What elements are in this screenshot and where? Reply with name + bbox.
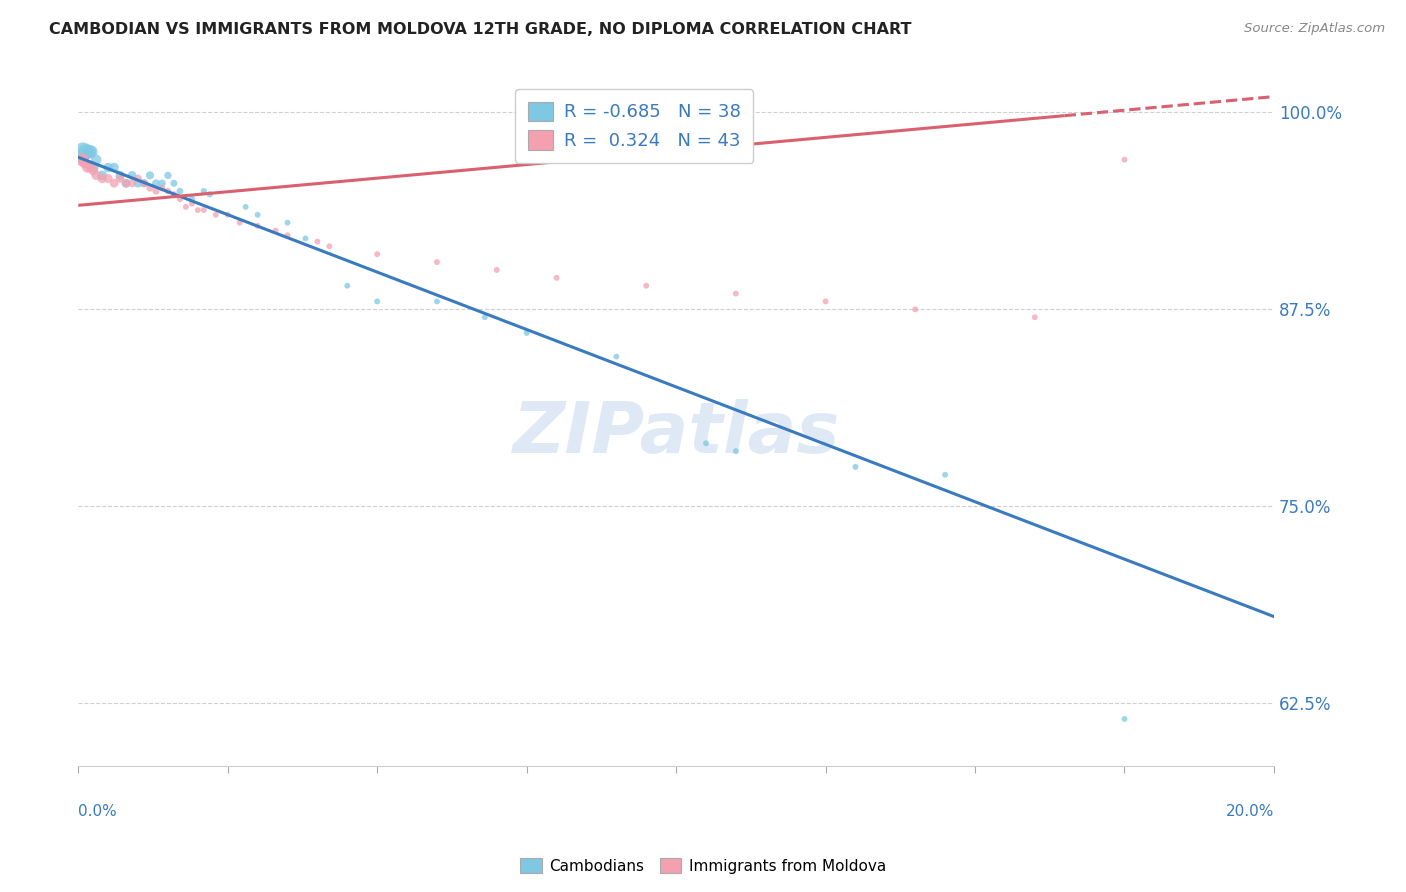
Point [187,202,209,217]
Point [180,192,202,206]
Point [84,153,107,167]
Point [156,184,179,198]
Text: ZIPatlas: ZIPatlas [512,399,839,468]
Point [193,184,215,198]
Point [204,208,226,222]
Point [79,161,101,175]
Point [934,467,956,482]
Point [724,444,747,458]
Point [844,459,866,474]
Point [235,200,257,214]
Point [474,310,496,325]
Point [132,176,155,190]
Point [108,169,131,183]
Legend: Cambodians, Immigrants from Moldova: Cambodians, Immigrants from Moldova [515,852,891,880]
Point [695,436,717,450]
Point [1114,712,1136,726]
Point [72,145,94,159]
Point [103,176,125,190]
Point [115,176,138,190]
Point [904,302,927,317]
Point [127,171,149,186]
Legend: R = -0.685   N = 38, R =  0.324   N = 43: R = -0.685 N = 38, R = 0.324 N = 43 [515,89,754,163]
Point [246,208,269,222]
Point [103,161,125,175]
Point [75,145,97,159]
Text: 20.0%: 20.0% [1226,805,1274,820]
Point [276,228,298,243]
Point [150,181,173,195]
Point [180,196,202,211]
Point [121,176,143,190]
Point [605,350,627,364]
Point [91,171,114,186]
Point [485,263,508,277]
Point [724,286,747,301]
Point [318,239,340,253]
Point [426,255,449,269]
Point [366,247,388,261]
Point [336,278,359,293]
Point [198,187,221,202]
Point [97,161,120,175]
Point [163,176,186,190]
Text: CAMBODIAN VS IMMIGRANTS FROM MOLDOVA 12TH GRADE, NO DIPLOMA CORRELATION CHART: CAMBODIAN VS IMMIGRANTS FROM MOLDOVA 12T… [49,22,911,37]
Point [217,208,239,222]
Point [1114,153,1136,167]
Point [636,278,658,293]
Point [307,235,329,249]
Point [1024,310,1046,325]
Point [294,231,316,245]
Point [82,161,104,175]
Point [145,176,167,190]
Point [76,161,98,175]
Point [84,169,107,183]
Point [139,169,162,183]
Point [169,192,191,206]
Point [97,171,120,186]
Point [132,176,155,190]
Point [193,202,215,217]
Point [70,153,93,167]
Point [127,176,149,190]
Point [546,270,568,285]
Point [246,219,269,233]
Point [82,163,104,178]
Text: 0.0%: 0.0% [79,805,117,820]
Point [163,187,186,202]
Point [108,171,131,186]
Point [145,184,167,198]
Text: Source: ZipAtlas.com: Source: ZipAtlas.com [1244,22,1385,36]
Point [156,169,179,183]
Point [276,216,298,230]
Point [228,216,250,230]
Point [73,155,96,169]
Point [169,184,191,198]
Point [139,181,162,195]
Point [91,169,114,183]
Point [121,169,143,183]
Point [80,145,103,159]
Point [174,200,197,214]
Point [366,294,388,309]
Point [426,294,449,309]
Point [77,145,100,159]
Point [516,326,538,340]
Point [115,176,138,190]
Point [814,294,837,309]
Point [264,223,287,237]
Point [150,176,173,190]
Point [72,153,94,167]
